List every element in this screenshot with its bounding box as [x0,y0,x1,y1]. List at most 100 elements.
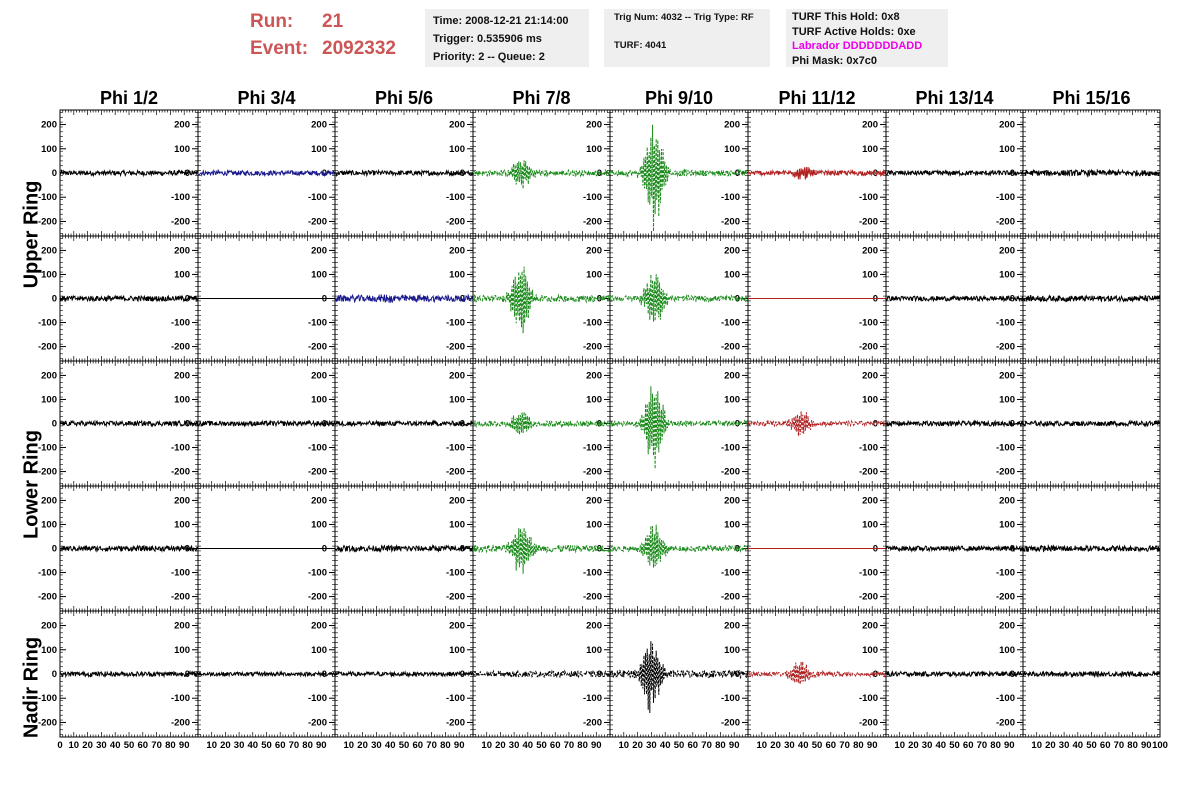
waveform-r2-c1 [197,419,336,428]
xtick-label-c3-9: 90 [591,740,602,751]
xtick-label-c7-7: 70 [1114,740,1125,751]
waveform-r0-c2 [334,168,474,178]
ytick-label-r4-c4-3: 100 [724,645,740,656]
ytick-label-r4-c2-1: -100 [446,693,465,704]
xtick-label-c7-4: 40 [1073,740,1084,751]
ytick-left-label-r4-1: -100 [38,693,57,704]
xtick-label-c6-9: 90 [1004,740,1015,751]
turf-text: TURF: 4041 [614,40,667,51]
ytick-label-r0-c2-1: -100 [446,192,465,203]
waveform-r1-c7 [1022,294,1161,303]
waveform-r3-c6 [885,544,1024,553]
ytick-left-label-r2-2: 0 [52,419,57,430]
ytick-left-label-r4-2: 0 [52,669,57,680]
turf-info-box: TURF This Hold: 0x8 TURF Active Holds: 0… [786,9,948,67]
ytick-left-label-r3-1: -100 [38,568,57,579]
waveform-r4-c7 [1022,670,1161,679]
ytick-label-r2-c5-2: 0 [873,419,878,430]
ytick-left-label-r0-0: -200 [38,216,57,227]
ytick-label-r1-c3-3: 100 [586,269,602,280]
ytick-label-r2-c6-4: 200 [999,370,1015,381]
xtick-label-c5-9: 90 [867,740,878,751]
ytick-label-r0-c5-3: 100 [862,144,878,155]
xtick-label-c2-3: 30 [371,740,382,751]
ytick-label-r2-c3-1: -100 [583,443,602,454]
ytick-label-r0-c2-0: -200 [446,216,465,227]
ytick-label-r4-c3-1: -100 [583,693,602,704]
xtick-label-c4-5: 50 [674,740,685,751]
ytick-label-r2-c4-4: 200 [724,370,740,381]
ytick-label-r4-c0-4: 200 [174,621,190,632]
xtick-label-c2-2: 20 [357,740,368,751]
waveform-r1-c2 [334,293,474,304]
xtick-label-c3-1: 10 [481,740,492,751]
ytick-label-r2-c1-0: -200 [308,467,327,478]
xtick-label-c0-4: 40 [110,740,121,751]
ytick-label-r3-c0-3: 100 [174,519,190,530]
ytick-label-r0-c5-1: -100 [859,192,878,203]
ytick-label-r0-c6-0: -200 [996,216,1015,227]
waveform-r3-c2 [334,543,474,554]
xtick-label-c2-7: 70 [426,740,437,751]
xtick-label-c0-9: 90 [179,740,190,751]
ytick-label-r4-c2-0: -200 [446,717,465,728]
ytick-label-r2-c3-4: 200 [586,370,602,381]
xtick-label-c1-5: 50 [261,740,272,751]
ytick-label-r3-c5-3: 100 [862,519,878,530]
ytick-label-r3-c2-2: 0 [460,544,465,555]
ytick-label-r0-c1-1: -100 [308,192,327,203]
ytick-left-label-r3-4: 200 [41,495,57,506]
ytick-label-r0-c5-4: 200 [862,120,878,131]
ytick-label-r3-c3-4: 200 [586,495,602,506]
xtick-label-c2-6: 60 [413,740,424,751]
ytick-label-r3-c5-1: -100 [859,568,878,579]
waveform-r3-c3 [472,527,611,574]
xtick-label-c5-7: 70 [839,740,850,751]
ytick-left-label-r2-3: 100 [41,394,57,405]
ytick-label-r2-c1-1: -100 [308,443,327,454]
ytick-label-r0-c4-3: 100 [724,144,740,155]
time-text: Time: 2008-12-21 21:14:00 [433,15,569,27]
ytick-label-r4-c0-3: 100 [174,645,190,656]
xtick-label-c5-1: 10 [757,740,768,751]
ytick-label-r1-c4-1: -100 [721,318,740,329]
waveform-r4-c5 [747,661,887,685]
ytick-label-r3-c2-0: -200 [446,592,465,603]
xtick-label-c4-6: 60 [688,740,699,751]
xtick-label-c3-2: 20 [495,740,506,751]
ytick-label-r4-c5-4: 200 [862,621,878,632]
waveform-r3-c4 [609,524,749,568]
xtick-label-c6-5: 50 [949,740,960,751]
ytick-label-r0-c0-3: 100 [174,144,190,155]
waveform-r3-c7 [1022,544,1161,553]
ytick-label-r4-c1-1: -100 [308,693,327,704]
waveform-r2-c4 [609,386,749,469]
xtick-label-c3-8: 80 [577,740,588,751]
ytick-label-r3-c3-3: 100 [586,519,602,530]
ytick-label-r4-c0-0: -200 [171,717,190,728]
phi-header-2: Phi 3/4 [237,88,296,108]
waveform-r4-c3 [472,669,611,679]
ytick-label-r0-c1-4: 200 [311,120,327,131]
ytick-label-r3-c6-0: -200 [996,592,1015,603]
ytick-left-label-r0-1: -100 [38,192,57,203]
ytick-label-r1-c5-3: 100 [862,269,878,280]
xtick-label-c4-4: 40 [660,740,671,751]
ytick-label-r3-c1-1: -100 [308,568,327,579]
ytick-label-r2-c2-3: 100 [449,394,465,405]
turf-hold-text: TURF This Hold: 0x8 [792,11,900,23]
ytick-label-r1-c0-0: -200 [171,342,190,353]
ytick-label-r2-c0-4: 200 [174,370,190,381]
run-event-block: Run: 21 Event: 2092332 [250,8,420,62]
ytick-label-r1-c0-3: 100 [174,269,190,280]
waveform-r2-c7 [1022,419,1161,428]
waveform-r0-c3 [472,160,611,189]
ytick-label-r2-c0-3: 100 [174,394,190,405]
waveform-r3-c0 [59,544,199,553]
ytick-label-r3-c2-4: 200 [449,495,465,506]
ytick-label-r0-c3-3: 100 [586,144,602,155]
ytick-label-r4-c4-0: -200 [721,717,740,728]
xtick-label-c0-2: 20 [82,740,93,751]
xtick-label-c1-6: 60 [275,740,286,751]
ytick-label-r3-c1-3: 100 [311,519,327,530]
